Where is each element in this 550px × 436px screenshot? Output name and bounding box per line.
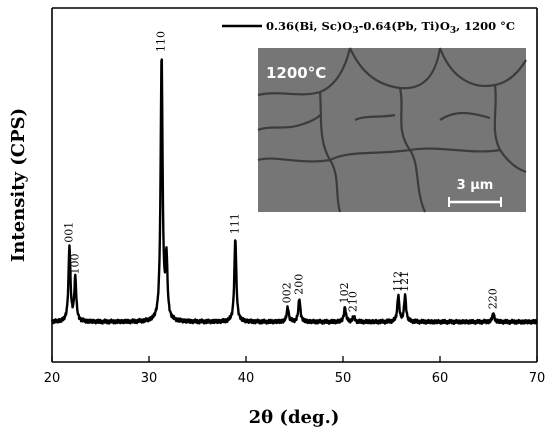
sem-inset-image xyxy=(258,48,526,212)
peak-label-112: 112 xyxy=(391,271,404,292)
sem-inset: 1200°C 3 μm xyxy=(257,47,527,213)
x-tick-label: 40 xyxy=(238,371,255,386)
x-tick-label: 60 xyxy=(432,371,449,386)
legend-text: 0.36(Bi, Sc)O3-0.64(Pb, Ti)O3, 1200 °C xyxy=(266,19,515,36)
y-axis-title: Intensity (CPS) xyxy=(8,108,29,262)
peak-label-110: 110 xyxy=(155,31,168,52)
legend-text-middle: -0.64(Pb, Ti)O xyxy=(359,19,450,33)
x-tick-labels: 20 30 40 50 60 70 xyxy=(44,371,546,386)
peak-label-121: 121 xyxy=(398,271,411,292)
peak-label-220: 220 xyxy=(486,288,499,309)
legend-text-prefix: 0.36(Bi, Sc)O xyxy=(266,19,352,33)
peak-label-200: 200 xyxy=(292,274,305,295)
peak-label-102: 102 xyxy=(338,282,351,303)
peak-label-111: 111 xyxy=(228,213,241,234)
legend-subscript-1: 3 xyxy=(352,26,358,36)
axes xyxy=(51,7,538,363)
peak-label-100: 100 xyxy=(68,254,81,275)
x-tick-label: 70 xyxy=(529,371,546,386)
scale-bar-label: 3 μm xyxy=(457,178,494,193)
sem-grain-boundaries xyxy=(257,47,527,213)
x-tick-label: 50 xyxy=(335,371,352,386)
peak-label-002: 002 xyxy=(281,282,294,303)
series-line xyxy=(50,58,538,326)
x-ticks xyxy=(51,356,538,362)
inset-temperature-label: 1200°C xyxy=(266,64,326,82)
peak-label-001: 001 xyxy=(63,222,76,243)
x-tick-label: 30 xyxy=(141,371,158,386)
legend-text-suffix: , 1200 °C xyxy=(456,19,515,33)
x-axis-title: 2θ (deg.) xyxy=(249,407,340,428)
peak-label-210: 210 xyxy=(347,291,360,312)
legend: 0.36(Bi, Sc)O3-0.64(Pb, Ti)O3, 1200 °C xyxy=(222,19,515,36)
legend-subscript-2: 3 xyxy=(450,26,456,36)
x-tick-label: 20 xyxy=(44,371,61,386)
